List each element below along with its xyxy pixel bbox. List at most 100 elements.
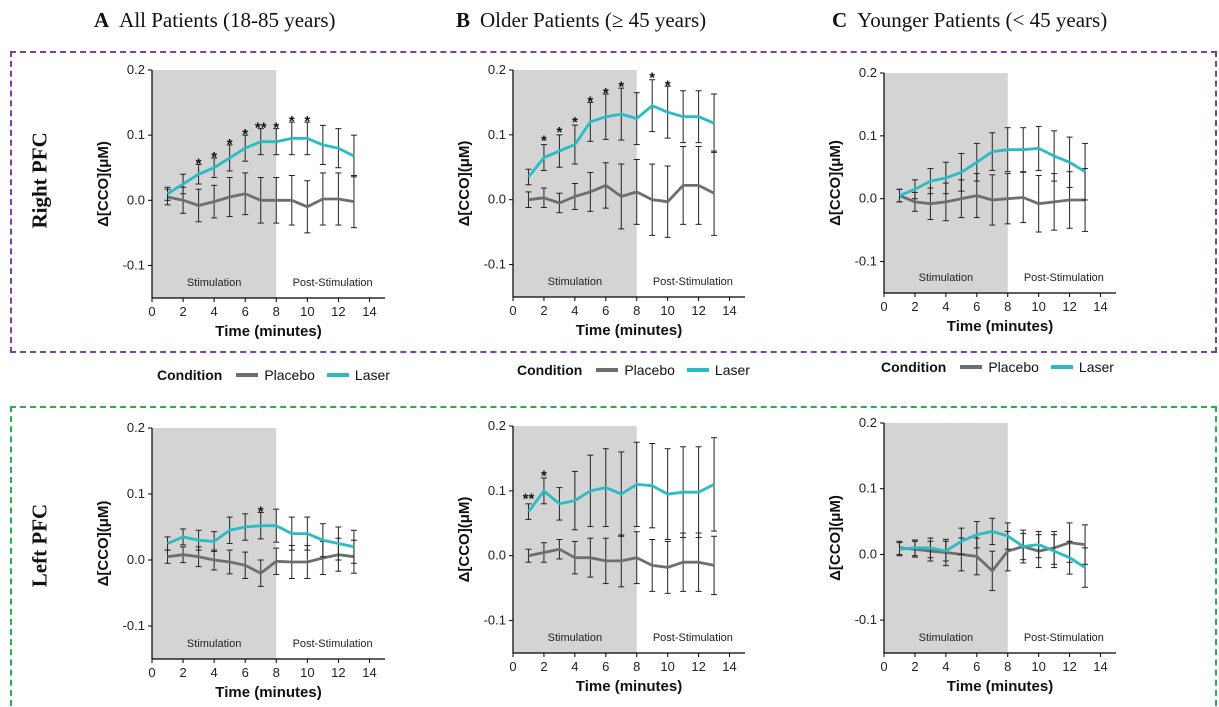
x-tick-label: 2 — [179, 665, 186, 680]
legend-title: Condition — [157, 367, 223, 383]
post-stimulation-label: Post-Stimulation — [293, 277, 373, 289]
x-tick-label: 14 — [1093, 299, 1107, 314]
y-axis-label: Δ[CCO](μM) — [456, 497, 473, 583]
series-line — [166, 137, 355, 195]
x-axis-label: Time (minutes) — [576, 678, 682, 695]
x-tick-label: 4 — [571, 303, 578, 318]
x-tick-label: 2 — [540, 659, 547, 674]
x-tick-label: 0 — [880, 299, 887, 314]
x-tick-label: 12 — [691, 659, 705, 674]
y-tick-label: 0.0 — [127, 192, 145, 207]
x-tick-label: 2 — [911, 659, 918, 674]
x-tick-label: 8 — [273, 304, 280, 319]
y-tick-label: 0.1 — [859, 128, 877, 143]
significance-marker: * — [227, 136, 233, 153]
post-stimulation-label: Post-Stimulation — [293, 638, 373, 650]
x-tick-label: 10 — [1031, 659, 1045, 674]
column-title-c: C Younger Patients (< 45 years) — [832, 8, 1107, 33]
chart-b-right-pfc: Stimulation Post-Stimulation -0.1 0.0 0.1 0.2… — [456, 62, 745, 339]
series-line — [167, 553, 355, 575]
x-tick-label: 8 — [633, 659, 640, 674]
x-axis-label: Time (minutes) — [947, 678, 1053, 695]
y-tick-label: -0.1 — [855, 254, 877, 269]
significance-marker: * — [304, 113, 310, 130]
significance-marker: * — [587, 93, 593, 110]
x-tick-label: 0 — [509, 659, 516, 674]
x-tick-label: 12 — [331, 304, 345, 319]
x-tick-label: 4 — [211, 304, 218, 319]
significance-marker: * — [211, 149, 217, 166]
chart-c-left-pfc: Stimulation Post-Stimulation -0.1 0.0 0.1 0.2… — [827, 415, 1116, 695]
legend-swatch-placebo — [596, 368, 619, 372]
post-stimulation-label: Post-Stimulation — [653, 276, 733, 288]
significance-marker: ** — [255, 120, 267, 137]
y-tick-label: 0.2 — [488, 418, 506, 433]
series-line — [898, 147, 1086, 197]
significance-marker: * — [603, 85, 609, 102]
legend-label-placebo: Placebo — [624, 362, 675, 378]
y-tick-label: 0.1 — [488, 483, 506, 498]
column-title-b: B Older Patients (≥ 45 years) — [456, 8, 706, 33]
significance-marker: * — [665, 77, 671, 94]
chart-b-left-pfc: Stimulation Post-Stimulation -0.1 0.0 0.1 0.2… — [456, 418, 745, 695]
legend-swatch-laser — [686, 368, 709, 372]
stimulation-label: Stimulation — [187, 277, 241, 289]
chart-a-right-pfc: Stimulation Post-Stimulation -0.1 0.0 0.1 0.2… — [95, 62, 385, 340]
y-tick-label: 0.2 — [859, 415, 877, 430]
x-tick-label: 12 — [1062, 299, 1076, 314]
x-tick-label: 8 — [1004, 299, 1011, 314]
y-tick-label: 0.2 — [859, 65, 877, 80]
plot-area: Stimulation Post-Stimulation -0.1 0.0 0.1 0.2… — [827, 415, 1116, 695]
y-tick-label: 0.0 — [488, 192, 506, 207]
y-tick-label: 0.2 — [127, 420, 145, 435]
series-placebo — [164, 537, 357, 587]
x-tick-label: 0 — [148, 665, 155, 680]
x-tick-label: 10 — [300, 665, 314, 680]
legend-label-laser: Laser — [354, 367, 390, 383]
stimulation-label: Stimulation — [548, 632, 602, 644]
x-tick-label: 6 — [242, 665, 249, 680]
y-tick-label: 0.0 — [488, 548, 506, 563]
x-tick-label: 8 — [273, 665, 280, 680]
series-line — [528, 547, 715, 569]
x-tick-label: 12 — [691, 303, 705, 318]
plot-area: Stimulation Post-Stimulation -0.1 0.0 0.1 0.2… — [95, 420, 385, 701]
x-tick-label: 6 — [242, 304, 249, 319]
post-stimulation-label: Post-Stimulation — [1024, 632, 1104, 644]
stimulation-shade — [513, 426, 637, 653]
series-placebo — [525, 146, 718, 238]
series-laser — [164, 121, 357, 201]
x-tick-label: 6 — [602, 659, 609, 674]
series-line — [166, 524, 355, 549]
x-tick-label: 4 — [942, 659, 949, 674]
series-laser — [525, 437, 718, 540]
legend-title: Condition — [881, 359, 947, 375]
y-tick-label: 0.1 — [488, 127, 506, 142]
significance-marker: ** — [523, 490, 535, 507]
stimulation-label: Stimulation — [548, 276, 602, 288]
series-laser — [896, 125, 1089, 203]
plot-area: Stimulation Post-Stimulation -0.1 0.0 0.1 0.2… — [95, 62, 385, 340]
series-line — [528, 184, 715, 205]
chart-a-left-pfc: Stimulation Post-Stimulation -0.1 0.0 0.1 0.2… — [95, 420, 385, 701]
x-tick-label: 4 — [211, 665, 218, 680]
x-tick-label: 14 — [722, 303, 736, 318]
column-title-text: All Patients (18-85 years) — [119, 8, 336, 32]
series-placebo — [164, 172, 357, 234]
significance-marker: * — [556, 124, 562, 141]
post-stimulation-label: Post-Stimulation — [1024, 272, 1104, 284]
series-laser — [896, 517, 1089, 588]
x-tick-label: 6 — [973, 299, 980, 314]
column-letter: B — [456, 8, 471, 32]
stimulation-label: Stimulation — [919, 272, 973, 284]
x-tick-label: 10 — [660, 303, 674, 318]
x-tick-label: 12 — [1062, 659, 1076, 674]
column-title-a: A All Patients (18-85 years) — [94, 8, 336, 33]
stimulation-shade — [884, 423, 1008, 653]
significance-marker: * — [618, 79, 624, 96]
x-tick-label: 14 — [362, 665, 376, 680]
legend-swatch-laser — [1050, 365, 1073, 369]
y-tick-label: 0.1 — [127, 127, 145, 142]
stimulation-label: Stimulation — [919, 632, 973, 644]
legend-title: Condition — [517, 362, 583, 378]
